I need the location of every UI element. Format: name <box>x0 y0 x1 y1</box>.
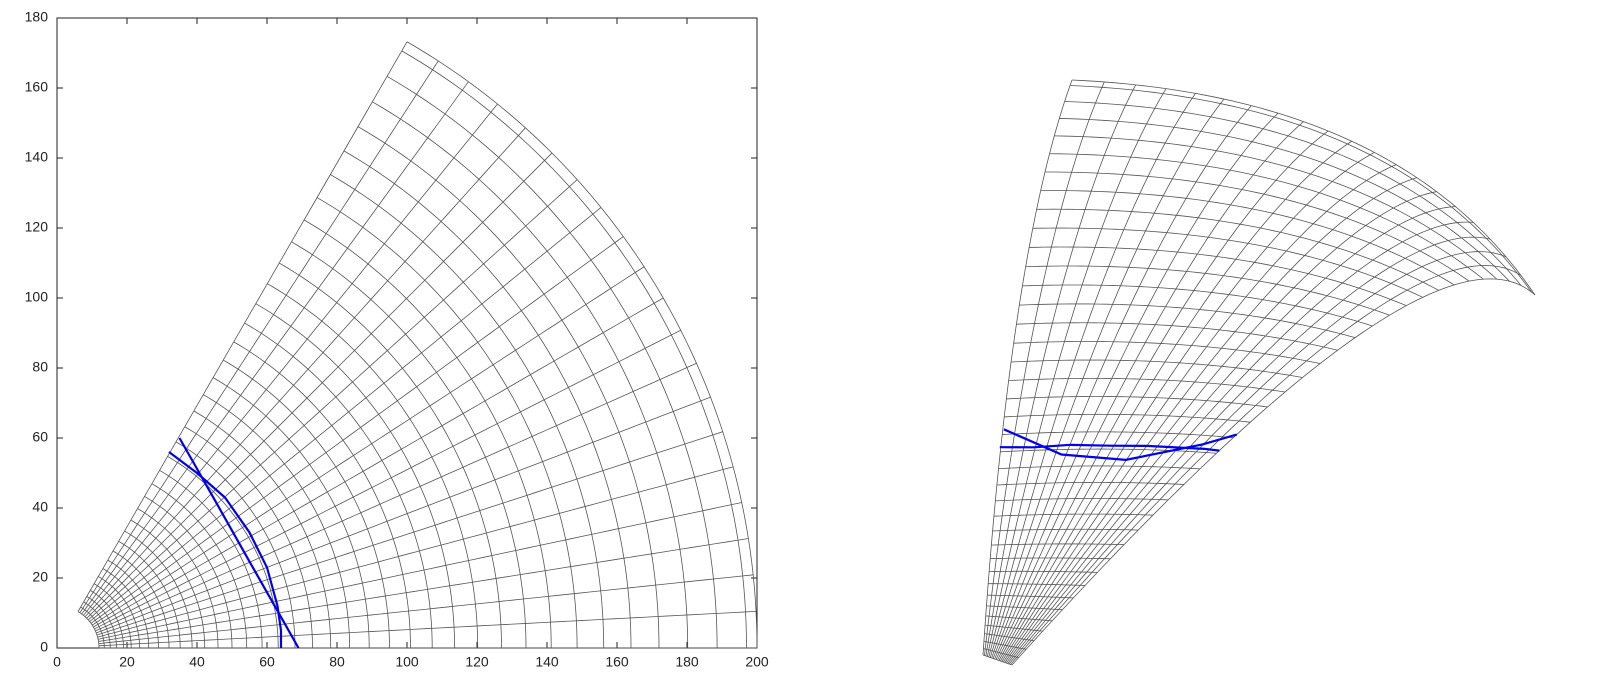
x-tick-label: 140 <box>535 654 559 670</box>
mesh-radial <box>86 152 553 619</box>
curve-3d <box>1003 428 1238 461</box>
y-tick-label: 100 <box>25 289 49 305</box>
mesh-arc-3d <box>1006 396 1268 408</box>
mesh-radial-3d <box>991 105 1252 659</box>
x-tick-label: 200 <box>745 654 769 670</box>
y-tick-label: 180 <box>25 9 49 25</box>
mesh-radial <box>93 297 664 628</box>
mesh-radial <box>83 103 498 616</box>
mesh-radial <box>98 574 754 645</box>
mesh-arc-3d <box>1002 431 1234 439</box>
mesh-radial <box>97 502 742 640</box>
x-tick-label: 180 <box>675 654 699 670</box>
mesh-radial <box>95 362 697 632</box>
mesh-radial-3d <box>985 84 1137 657</box>
mesh-arc-3d <box>1032 227 1423 298</box>
mesh-radial-3d <box>1010 265 1522 665</box>
mesh-radial <box>81 81 469 615</box>
mesh-radial-3d <box>1001 177 1417 662</box>
mesh-radial-3d <box>1002 191 1437 663</box>
mesh-radial <box>92 266 645 626</box>
x-tick-label: 60 <box>259 654 275 670</box>
mesh-arc-3d <box>1029 246 1407 307</box>
y-tick-label: 40 <box>32 499 48 515</box>
mesh-radial <box>96 396 711 634</box>
mesh-radial-3d <box>1000 164 1397 662</box>
mesh-arc-3d <box>1004 413 1251 423</box>
curve <box>168 451 283 648</box>
mesh-radial-3d <box>1008 251 1507 665</box>
mesh-radial-3d <box>986 88 1167 657</box>
mesh-radial <box>90 236 624 624</box>
y-tick-label: 160 <box>25 79 49 95</box>
y-tick-label: 0 <box>40 639 48 655</box>
mesh-radial-3d <box>988 93 1196 658</box>
mesh-radial <box>97 466 734 638</box>
x-tick-label: 100 <box>395 654 419 670</box>
mesh-radial-3d <box>1005 221 1474 664</box>
y-tick-label: 140 <box>25 149 49 165</box>
x-tick-label: 80 <box>329 654 345 670</box>
mesh-radial <box>98 538 749 642</box>
mesh-radial-3d <box>989 98 1225 658</box>
mesh-arc-3d <box>998 465 1201 470</box>
x-tick-label: 120 <box>465 654 489 670</box>
mesh-radial-3d <box>998 152 1375 661</box>
mesh-arc <box>80 606 105 649</box>
mesh-arc-3d <box>1054 135 1498 280</box>
y-tick-label: 60 <box>32 429 48 445</box>
mesh-radial-3d <box>982 79 1073 656</box>
mesh-radial <box>87 179 578 621</box>
mesh-radial <box>94 329 681 630</box>
x-tick-label: 160 <box>605 654 629 670</box>
mesh-arc-3d <box>1000 448 1217 454</box>
y-tick-label: 120 <box>25 219 49 235</box>
mesh-radial <box>98 610 757 647</box>
mesh-radial-3d <box>1011 278 1536 666</box>
curve <box>178 437 300 649</box>
x-tick-label: 40 <box>189 654 205 670</box>
mesh-radial-3d <box>995 130 1329 660</box>
mesh-radial-3d <box>1004 206 1456 663</box>
mesh-arc-3d <box>1022 284 1373 327</box>
mesh-arc-3d <box>1049 153 1484 280</box>
mesh-radial <box>77 41 408 612</box>
mesh-radial <box>89 207 602 622</box>
mesh-radial-3d <box>984 81 1105 656</box>
mesh-radial-3d <box>992 112 1279 659</box>
curve-3d <box>999 443 1220 452</box>
mesh-arc-3d <box>1045 171 1470 282</box>
mesh-radial-3d <box>997 140 1352 661</box>
mesh-arc-3d <box>1070 85 1532 293</box>
x-tick-label: 0 <box>53 654 61 670</box>
mesh-radial-3d <box>1007 236 1491 664</box>
mesh-radial <box>96 431 723 636</box>
mesh-radial <box>84 127 526 618</box>
mesh-arc <box>77 611 100 649</box>
y-tick-label: 20 <box>32 569 48 585</box>
mesh-radial <box>79 60 439 613</box>
mesh-radial-3d <box>994 121 1304 660</box>
x-tick-label: 20 <box>119 654 135 670</box>
y-tick-label: 80 <box>32 359 48 375</box>
